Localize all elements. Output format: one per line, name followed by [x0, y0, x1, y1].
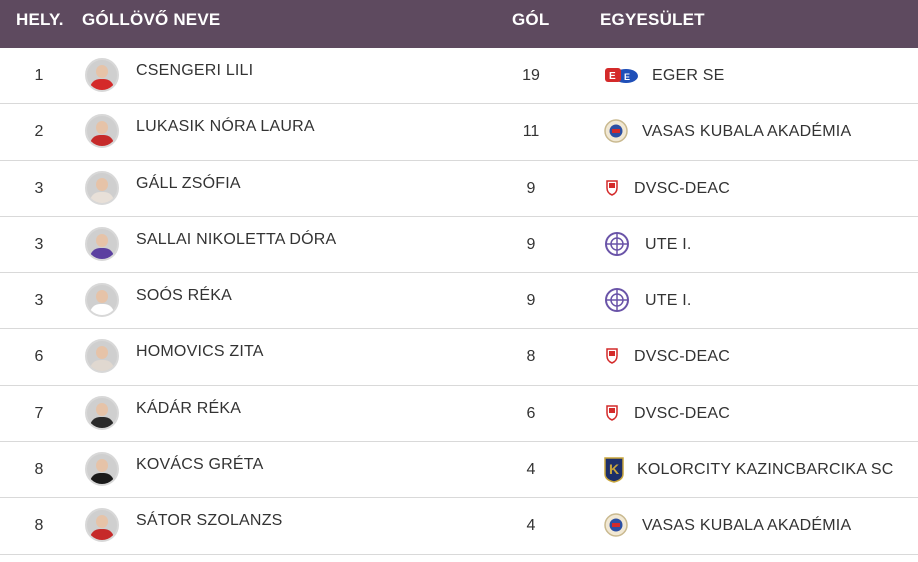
- row-rank: 2: [34, 123, 44, 141]
- row-rank: 3: [34, 179, 44, 197]
- vasas-logo: [604, 119, 628, 144]
- table-header: HELY. GÓLLÖVŐ NEVE GÓL EGYESÜLET: [0, 0, 918, 48]
- avatar-shirt: [90, 473, 114, 485]
- player-avatar[interactable]: [85, 170, 119, 205]
- club-name[interactable]: DVSC-DEAC: [634, 404, 731, 422]
- avatar-shirt: [90, 360, 114, 372]
- avatar-shirt: [90, 191, 114, 203]
- row-rank: 7: [34, 404, 44, 422]
- club-name[interactable]: VASAS KUBALA AKADÉMIA: [642, 123, 852, 141]
- table-row[interactable]: 8 KOVÁCS GRÉTA 4 K KOLORCITY KAZINCBARCI…: [0, 442, 918, 499]
- goal-count: 4: [526, 461, 536, 479]
- player-name[interactable]: SALLAI NIKOLETTA DÓRA: [136, 230, 337, 248]
- row-rank: 1: [34, 67, 44, 84]
- svg-text:E: E: [624, 72, 630, 82]
- avatar-head: [96, 177, 108, 191]
- row-rank: 8: [34, 461, 44, 479]
- goal-count: 19: [522, 67, 540, 84]
- table-row[interactable]: 3 GÁLL ZSÓFIA 9 DVSC-DEAC: [0, 161, 918, 217]
- row-rank: 8: [34, 517, 44, 535]
- player-avatar[interactable]: [85, 395, 119, 430]
- player-avatar[interactable]: [85, 283, 119, 318]
- avatar-head: [96, 65, 108, 78]
- goal-count: 6: [526, 404, 536, 422]
- player-name[interactable]: SÁTOR SZOLANZS: [136, 512, 283, 530]
- avatar-head: [96, 346, 108, 360]
- player-name[interactable]: HOMOVICS ZITA: [136, 343, 264, 361]
- header-player-name: GÓLLÖVŐ NEVE: [82, 10, 221, 29]
- row-rank: 3: [34, 235, 44, 253]
- svg-text:E: E: [609, 71, 616, 82]
- club-name[interactable]: UTE I.: [645, 235, 692, 253]
- table-row[interactable]: 3 SALLAI NIKOLETTA DÓRA 9 UTE I.: [0, 217, 918, 274]
- player-avatar[interactable]: [85, 339, 119, 374]
- table-row[interactable]: 3 SOÓS RÉKA 9 UTE I.: [0, 273, 918, 330]
- player-name[interactable]: SOÓS RÉKA: [136, 287, 233, 305]
- avatar-head: [96, 290, 108, 304]
- avatar-shirt: [90, 79, 114, 90]
- row-rank: 6: [34, 348, 44, 366]
- avatar-shirt: [90, 247, 114, 259]
- vasas-logo: [604, 513, 628, 538]
- header-rank: HELY.: [16, 10, 64, 29]
- table-row[interactable]: 7 KÁDÁR RÉKA 6 DVSC-DEAC: [0, 386, 918, 443]
- kazincbarcika-logo: K: [603, 457, 625, 483]
- avatar-shirt: [90, 416, 114, 428]
- goal-count: 11: [522, 123, 540, 141]
- table-row[interactable]: 6 HOMOVICS ZITA 8 DVSC-DEAC: [0, 329, 918, 386]
- club-name[interactable]: EGER SE: [652, 67, 725, 84]
- avatar-head: [96, 459, 108, 473]
- club-name[interactable]: VASAS KUBALA AKADÉMIA: [642, 517, 852, 535]
- player-avatar[interactable]: [85, 58, 119, 92]
- goal-count: 4: [526, 517, 536, 535]
- goal-count: 8: [526, 348, 536, 366]
- ute-logo: [605, 231, 629, 256]
- dvsc-logo: [605, 176, 619, 200]
- player-avatar[interactable]: [85, 114, 119, 149]
- player-name[interactable]: GÁLL ZSÓFIA: [136, 174, 241, 192]
- goal-count: 9: [526, 235, 536, 253]
- avatar-head: [96, 402, 108, 416]
- avatar-head: [96, 233, 108, 247]
- avatar-shirt: [90, 529, 114, 541]
- player-name[interactable]: KÁDÁR RÉKA: [136, 399, 242, 417]
- table-row[interactable]: 2 LUKASIK NÓRA LAURA 11 VASAS KUBALA AKA…: [0, 104, 918, 161]
- player-name[interactable]: CSENGERI LILI: [136, 62, 254, 79]
- player-name[interactable]: LUKASIK NÓRA LAURA: [136, 118, 315, 136]
- avatar-head: [96, 515, 108, 529]
- avatar-shirt: [90, 135, 114, 147]
- header-goals: GÓL: [512, 10, 550, 29]
- row-rank: 3: [34, 292, 44, 310]
- club-name[interactable]: DVSC-DEAC: [634, 179, 731, 197]
- ute-logo: [605, 288, 629, 313]
- player-avatar[interactable]: [85, 508, 119, 543]
- club-name[interactable]: DVSC-DEAC: [634, 348, 731, 366]
- avatar-shirt: [90, 304, 114, 316]
- dvsc-logo: [605, 344, 619, 368]
- player-name[interactable]: KOVÁCS GRÉTA: [136, 456, 264, 474]
- svg-text:K: K: [609, 461, 619, 477]
- club-name[interactable]: UTE I.: [645, 292, 692, 310]
- avatar-head: [96, 121, 108, 135]
- player-avatar[interactable]: [85, 452, 119, 487]
- goal-count: 9: [526, 179, 536, 197]
- table-row[interactable]: 8 SÁTOR SZOLANZS 4 VASAS KUBALA AKADÉMIA: [0, 498, 918, 555]
- player-avatar[interactable]: [85, 226, 119, 261]
- club-name[interactable]: KOLORCITY KAZINCBARCIKA SC: [637, 461, 894, 479]
- dvsc-logo: [605, 401, 619, 425]
- header-club: EGYESÜLET: [600, 10, 705, 29]
- goal-count: 9: [526, 292, 536, 310]
